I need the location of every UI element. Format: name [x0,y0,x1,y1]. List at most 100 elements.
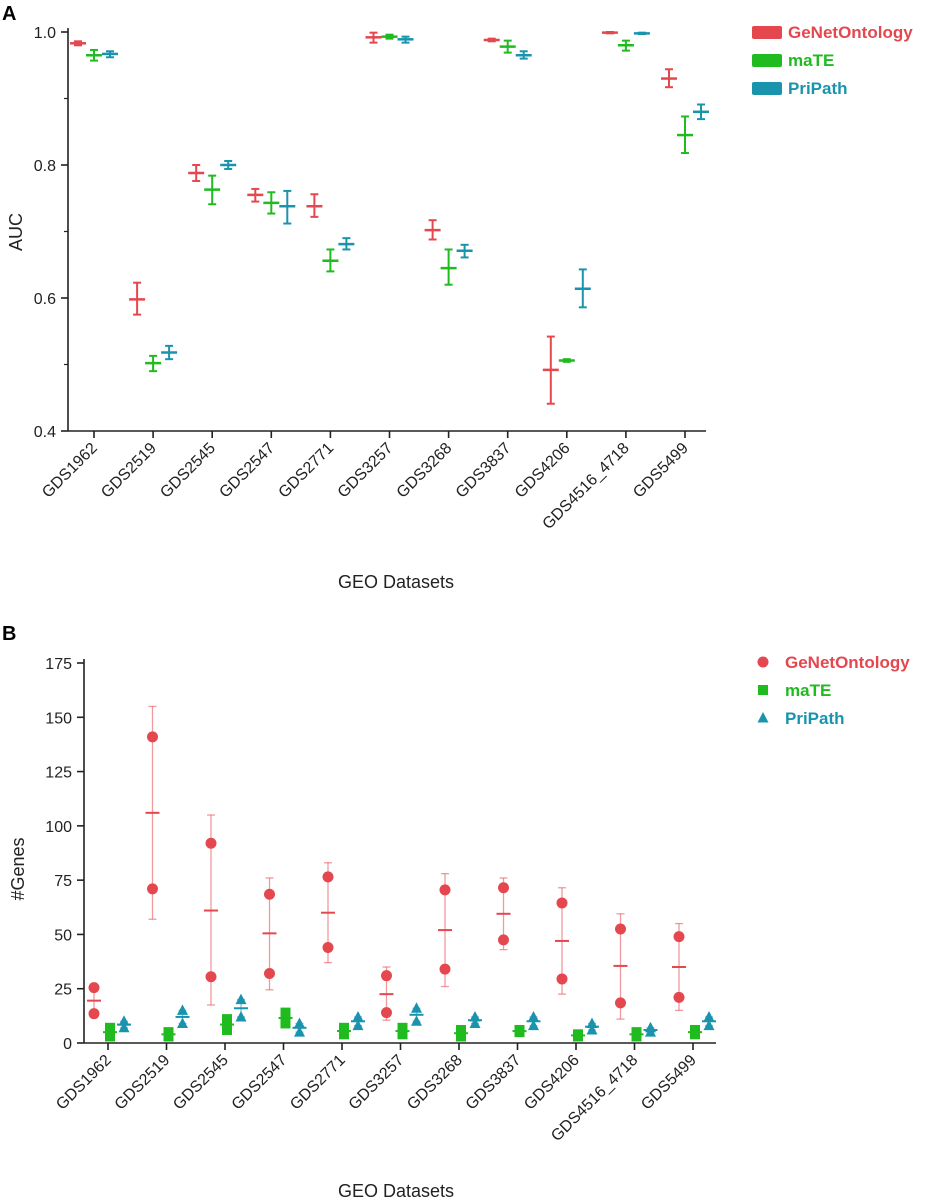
panel-b-x-tick-label-gds5499: GDS5499 [638,1052,700,1114]
panel-a-x-tick-label-gds2545: GDS2545 [157,440,219,502]
panel-b-letter: B [2,623,16,645]
panel-a-legend-swatch-pripath [752,82,782,95]
panel-a-x-tick-label-gds3268: GDS3268 [394,440,456,502]
panel-a-y-tick-label: 0.4 [34,424,56,441]
panel-b-mate-point [690,1029,700,1040]
panel-a-y-tick-label: 1.0 [34,25,56,42]
panel-b-legend-label-pripath: PriPath [785,709,845,728]
panel-b-pripath-point [235,993,247,1005]
panel-a-x-axis-title: GEO Datasets [338,572,454,592]
panel-b-mate-point [631,1031,642,1042]
panel-b-pripath-point [294,1026,305,1037]
panel-b-mate-point [573,1031,583,1042]
panel-a-x-tick-label-gds2519: GDS2519 [98,440,160,502]
panel-b-mate-point [222,1014,232,1025]
panel-b-mate-point [339,1022,349,1033]
panel-b-y-tick-label: 25 [54,982,72,999]
panel-b-y-tick-label: 75 [54,873,72,890]
panel-b-mate-point [456,1031,466,1042]
panel-b-mate-point [280,1018,291,1029]
panel-b-genetontology-point [205,971,217,983]
panel-a-x-tick-label-gds4206: GDS4206 [512,440,574,502]
panel-b-pripath-point [586,1023,598,1035]
panel-b-pripath-point [352,1010,364,1022]
panel-b-genetontology-point [88,982,100,994]
panel-b-pripath-point [645,1026,656,1037]
panel-b-genetontology-point [498,934,509,946]
panel-b-mate-point [456,1024,466,1035]
panel-a-y-tick-label: 0.8 [34,158,56,175]
panel-b-legend-swatch-genetontology [757,656,769,668]
panel-b-pripath-point [586,1017,598,1028]
panel-b-mate-point [105,1031,115,1042]
panel-a-legend-swatch-mate [752,54,782,67]
panel-b-mate-point [163,1031,174,1042]
panel-b-y-tick-label: 50 [54,927,72,944]
panel-b-genetontology-point [264,888,275,900]
panel-b-pripath-point [703,1019,715,1031]
panel-b-genetontology-point [322,941,334,953]
panel-a-letter: A [2,3,16,25]
panel-b-x-tick-label-gds2519: GDS2519 [112,1052,174,1114]
panel-a-y-tick-label: 0.6 [34,291,56,308]
panel-b-genetontology-point [556,897,568,909]
panel-b-mate-point [397,1022,408,1033]
panel-b-pripath-point [528,1010,539,1022]
panel-a-x-tick-label-gds5499: GDS5499 [630,440,692,502]
panel-b-x-tick-label-gds2545: GDS2545 [170,1052,232,1114]
panel-b-pripath-point [235,1010,247,1022]
panel-b-genetontology-point [381,1007,392,1019]
panel-b-pripath-point [352,1019,364,1031]
panel-b-legend-label-mate: maTE [785,681,831,700]
panel-a-y-axis-title: AUC [6,213,26,251]
panel-b-pripath-point [469,1017,481,1028]
panel-a-x-tick-label-gds3837: GDS3837 [453,440,515,502]
panel-b-y-tick-label: 100 [45,819,72,836]
panel-b-y-tick-label: 0 [63,1036,72,1053]
panel-b-genetontology-point [556,973,568,985]
panel-b-pripath-point [469,1010,481,1022]
panel-b-genetontology-point [673,931,685,943]
panel-b-genetontology-point [322,871,334,883]
panel-b-genetontology-point [439,884,451,896]
panel-b-plot: 0 25 50 75 100 125 150 175 GDS1962GDS2519GDS2545… [45,653,910,1145]
panel-b-legend-swatch-pripath [757,712,769,723]
panel-b-genetontology-point [88,1008,100,1020]
panel-b-y-axis-title: #Genes [8,837,28,900]
panel-a-x-tick-label-gds2547: GDS2547 [216,440,278,502]
panel-b-mate-point [105,1022,115,1033]
panel-a-legend-swatch-genetontology [752,26,782,39]
panel-b-x-tick-label-gds3837: GDS3837 [463,1052,525,1114]
panel-a-legend-label-pripath: PriPath [788,79,848,98]
panel-b-genetontology-point [615,923,626,935]
panel-a-legend-label-genetontology: GeNetOntology [788,23,913,42]
panel-a-plot: 0.4 0.6 0.8 1.0 GDS1962GDS2519GDS2545GDS2547… [34,23,913,533]
panel-b-pripath-point [703,1010,715,1022]
panel-b-pripath-point [118,1015,130,1026]
panel-b-genetontology-point [439,963,451,975]
panel-b-x-tick-label-gds1962: GDS1962 [53,1052,115,1114]
panel-b-y-tick-label: 150 [45,710,72,727]
panel-b-genetontology-point [147,731,158,743]
panel-b-y-tick-label: 175 [45,656,72,673]
panel-b-genetontology-point [381,970,392,982]
panel-b-x-tick-label-gds3257: GDS3257 [346,1052,408,1114]
panel-b-pripath-point [177,1004,188,1015]
panel-b-x-axis-title: GEO Datasets [338,1181,454,1201]
panel-b-y-tick-label: 125 [45,765,72,782]
panel-a-x-tick-label-gds2771: GDS2771 [276,440,338,502]
panel-b-mate-point [397,1029,408,1040]
panel-b-pripath-point [411,1002,422,1013]
panel-b-pripath-point [528,1019,539,1031]
panel-b-pripath-point [177,1017,188,1028]
panel-b-genetontology-point [615,997,626,1009]
panel-a-legend-label-mate: maTE [788,51,834,70]
panel-b-genetontology-point [264,968,275,980]
panel-b-mate-point [222,1024,232,1035]
panel-b-genetontology-point [673,991,685,1003]
panel-b-genetontology-point [498,882,509,894]
panel-b-pripath-point [411,1015,422,1026]
panel-b-legend-swatch-mate [758,685,768,695]
panel-b-x-tick-label-gds2547: GDS2547 [229,1052,291,1114]
